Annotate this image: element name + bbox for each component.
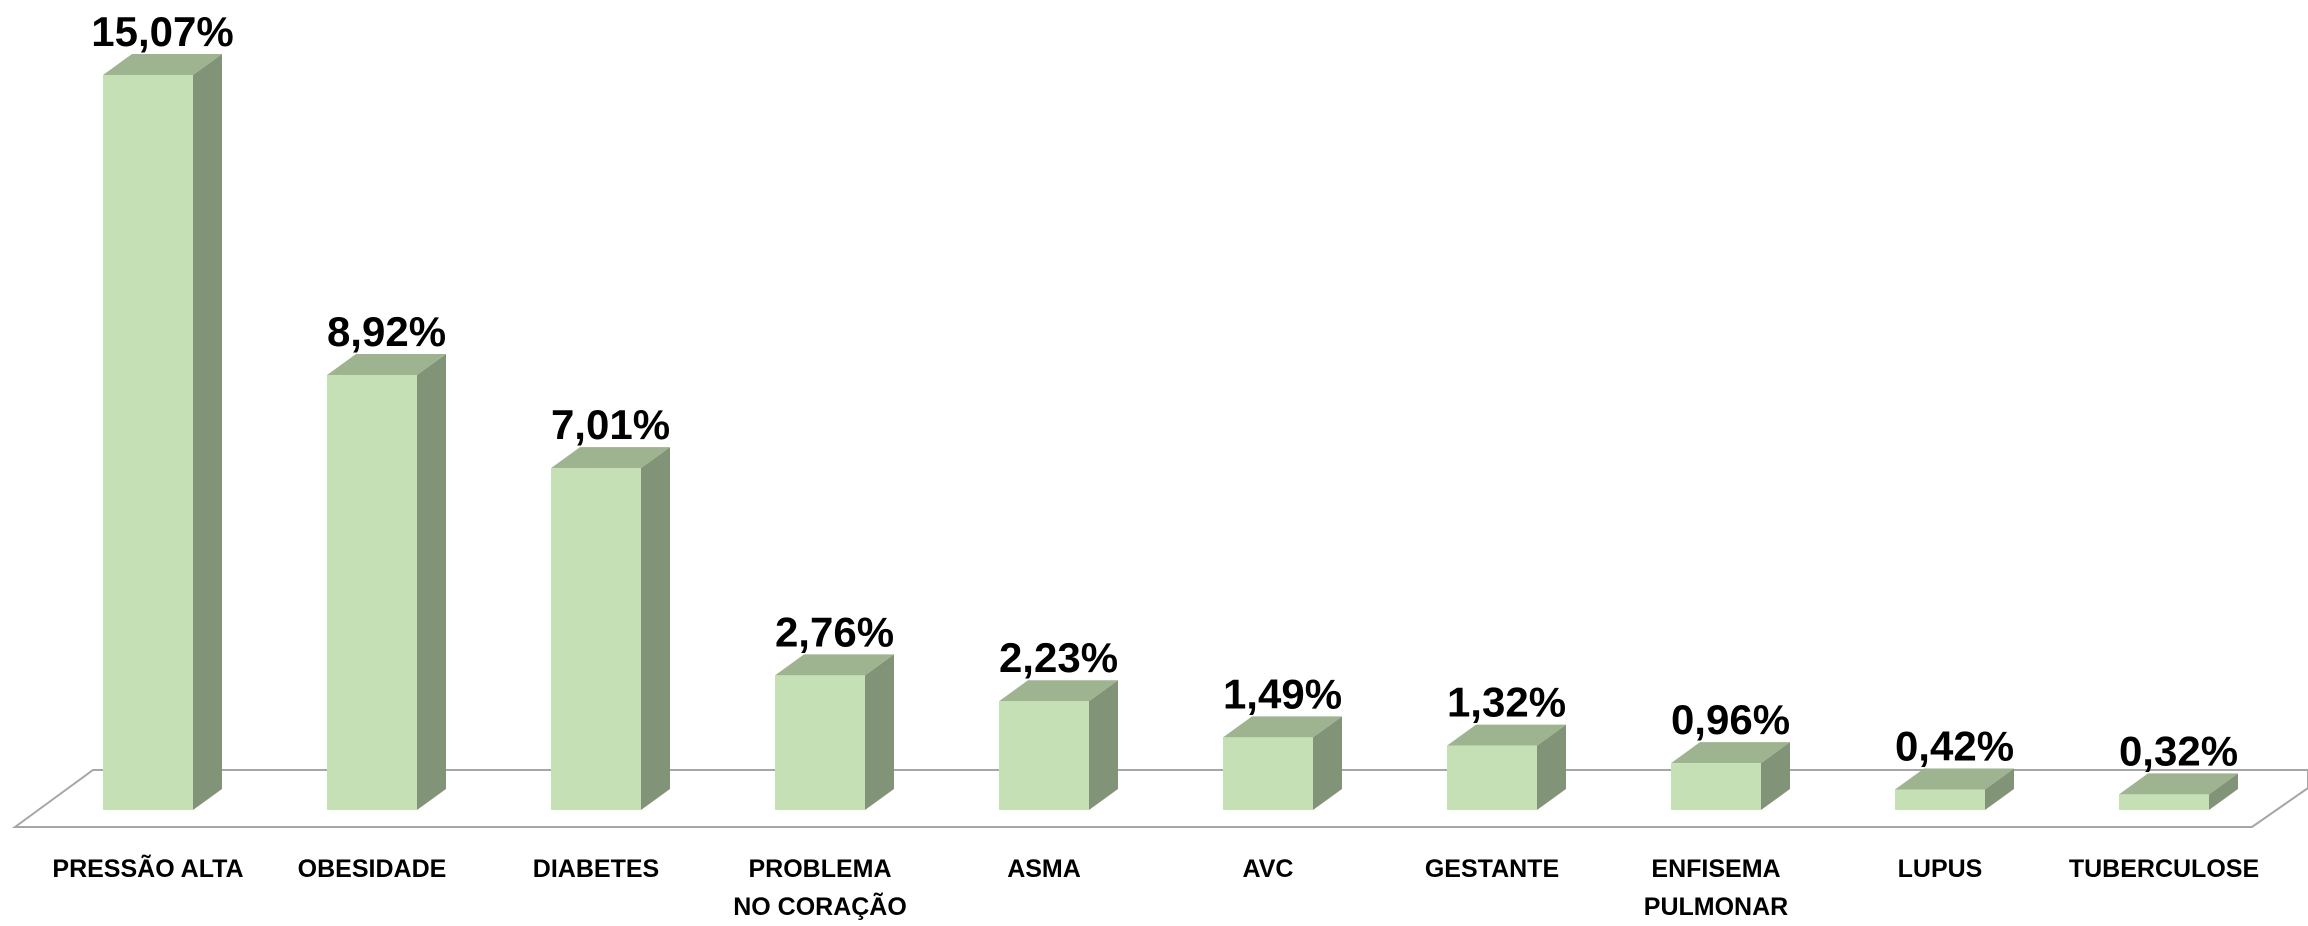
bar-side: [1761, 742, 1790, 810]
bar-top: [327, 353, 446, 375]
bar-side: [1537, 724, 1566, 810]
bar-top: [551, 447, 670, 469]
x-tick-label: TUBERCULOSE: [2068, 855, 2260, 883]
x-tick-label: LUPUS: [1897, 855, 1983, 883]
bar: [775, 675, 865, 810]
bar: [999, 701, 1089, 810]
bar-side: [641, 447, 670, 810]
bar: [1447, 745, 1537, 810]
x-tick-label: AVC: [1242, 855, 1294, 883]
value-label: 0,42%: [1895, 723, 2014, 770]
bar: [1671, 763, 1761, 810]
value-label: 1,32%: [1447, 679, 1566, 726]
x-tick-label: GESTANTE: [1424, 855, 1560, 883]
x-tick-label: ENFISEMA PULMONAR: [1643, 855, 1789, 921]
x-tick-label: DIABETES: [532, 855, 660, 883]
value-label: 0,96%: [1671, 696, 1790, 743]
bar-top: [1223, 716, 1342, 738]
bar: [551, 468, 641, 810]
bar: [327, 374, 417, 810]
value-label: 1,49%: [1223, 670, 1342, 717]
bar: [1223, 737, 1313, 810]
bar-side: [1313, 716, 1342, 810]
x-tick-label: PROBLEMA NO CORAÇÃO: [733, 855, 907, 921]
bar-top: [999, 680, 1118, 702]
bar-side: [1985, 768, 2014, 810]
value-label: 8,92%: [327, 308, 446, 355]
bar-side: [865, 654, 894, 810]
bar: [2119, 794, 2209, 810]
value-label: 7,01%: [551, 401, 670, 448]
x-tick-label: PRESSÃO ALTA: [52, 855, 244, 883]
bar-side: [2209, 773, 2238, 810]
bar-top: [1895, 768, 2014, 790]
bar-top: [103, 54, 222, 75]
value-label: 15,07%: [91, 8, 233, 55]
value-label: 0,32%: [2119, 727, 2238, 774]
bar-side: [1089, 680, 1118, 810]
value-label: 2,76%: [775, 608, 894, 655]
bar-top: [1671, 742, 1790, 764]
x-tick-label: ASMA: [1007, 855, 1081, 883]
value-label: 2,23%: [999, 634, 1118, 681]
bar-side: [417, 353, 446, 810]
bar: [103, 75, 193, 810]
bar-top: [2119, 773, 2238, 795]
bar-side: [193, 54, 222, 810]
bar-top: [775, 654, 894, 676]
bar-top: [1447, 724, 1566, 746]
bar: [1895, 789, 1985, 810]
x-tick-label: OBESIDADE: [297, 855, 447, 883]
